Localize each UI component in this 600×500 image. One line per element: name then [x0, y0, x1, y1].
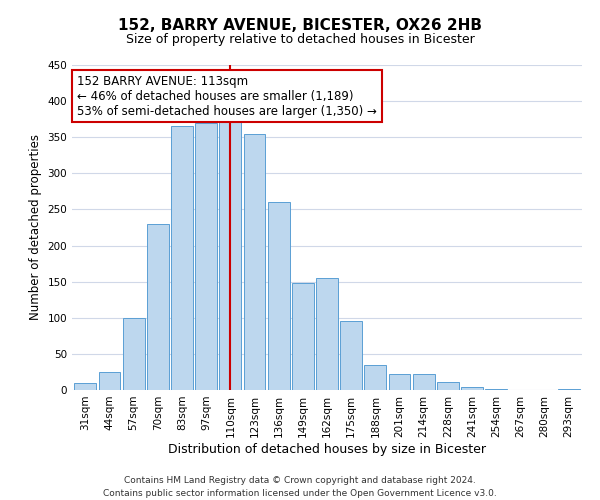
Bar [244, 134, 265, 390]
Bar [461, 387, 483, 390]
Bar [389, 374, 410, 390]
Bar [74, 383, 96, 390]
Bar [268, 202, 290, 390]
Text: 152, BARRY AVENUE, BICESTER, OX26 2HB: 152, BARRY AVENUE, BICESTER, OX26 2HB [118, 18, 482, 32]
Text: 152 BARRY AVENUE: 113sqm
← 46% of detached houses are smaller (1,189)
53% of sem: 152 BARRY AVENUE: 113sqm ← 46% of detach… [77, 74, 377, 118]
Bar [292, 283, 314, 390]
Bar [413, 374, 434, 390]
Y-axis label: Number of detached properties: Number of detached properties [29, 134, 42, 320]
Bar [195, 123, 217, 390]
Bar [558, 388, 580, 390]
X-axis label: Distribution of detached houses by size in Bicester: Distribution of detached houses by size … [168, 442, 486, 456]
Bar [437, 382, 459, 390]
Bar [364, 364, 386, 390]
Bar [171, 126, 193, 390]
Bar [316, 278, 338, 390]
Bar [340, 320, 362, 390]
Text: Size of property relative to detached houses in Bicester: Size of property relative to detached ho… [125, 32, 475, 46]
Bar [123, 318, 145, 390]
Bar [147, 224, 169, 390]
Bar [220, 119, 241, 390]
Bar [98, 372, 121, 390]
Text: Contains HM Land Registry data © Crown copyright and database right 2024.
Contai: Contains HM Land Registry data © Crown c… [103, 476, 497, 498]
